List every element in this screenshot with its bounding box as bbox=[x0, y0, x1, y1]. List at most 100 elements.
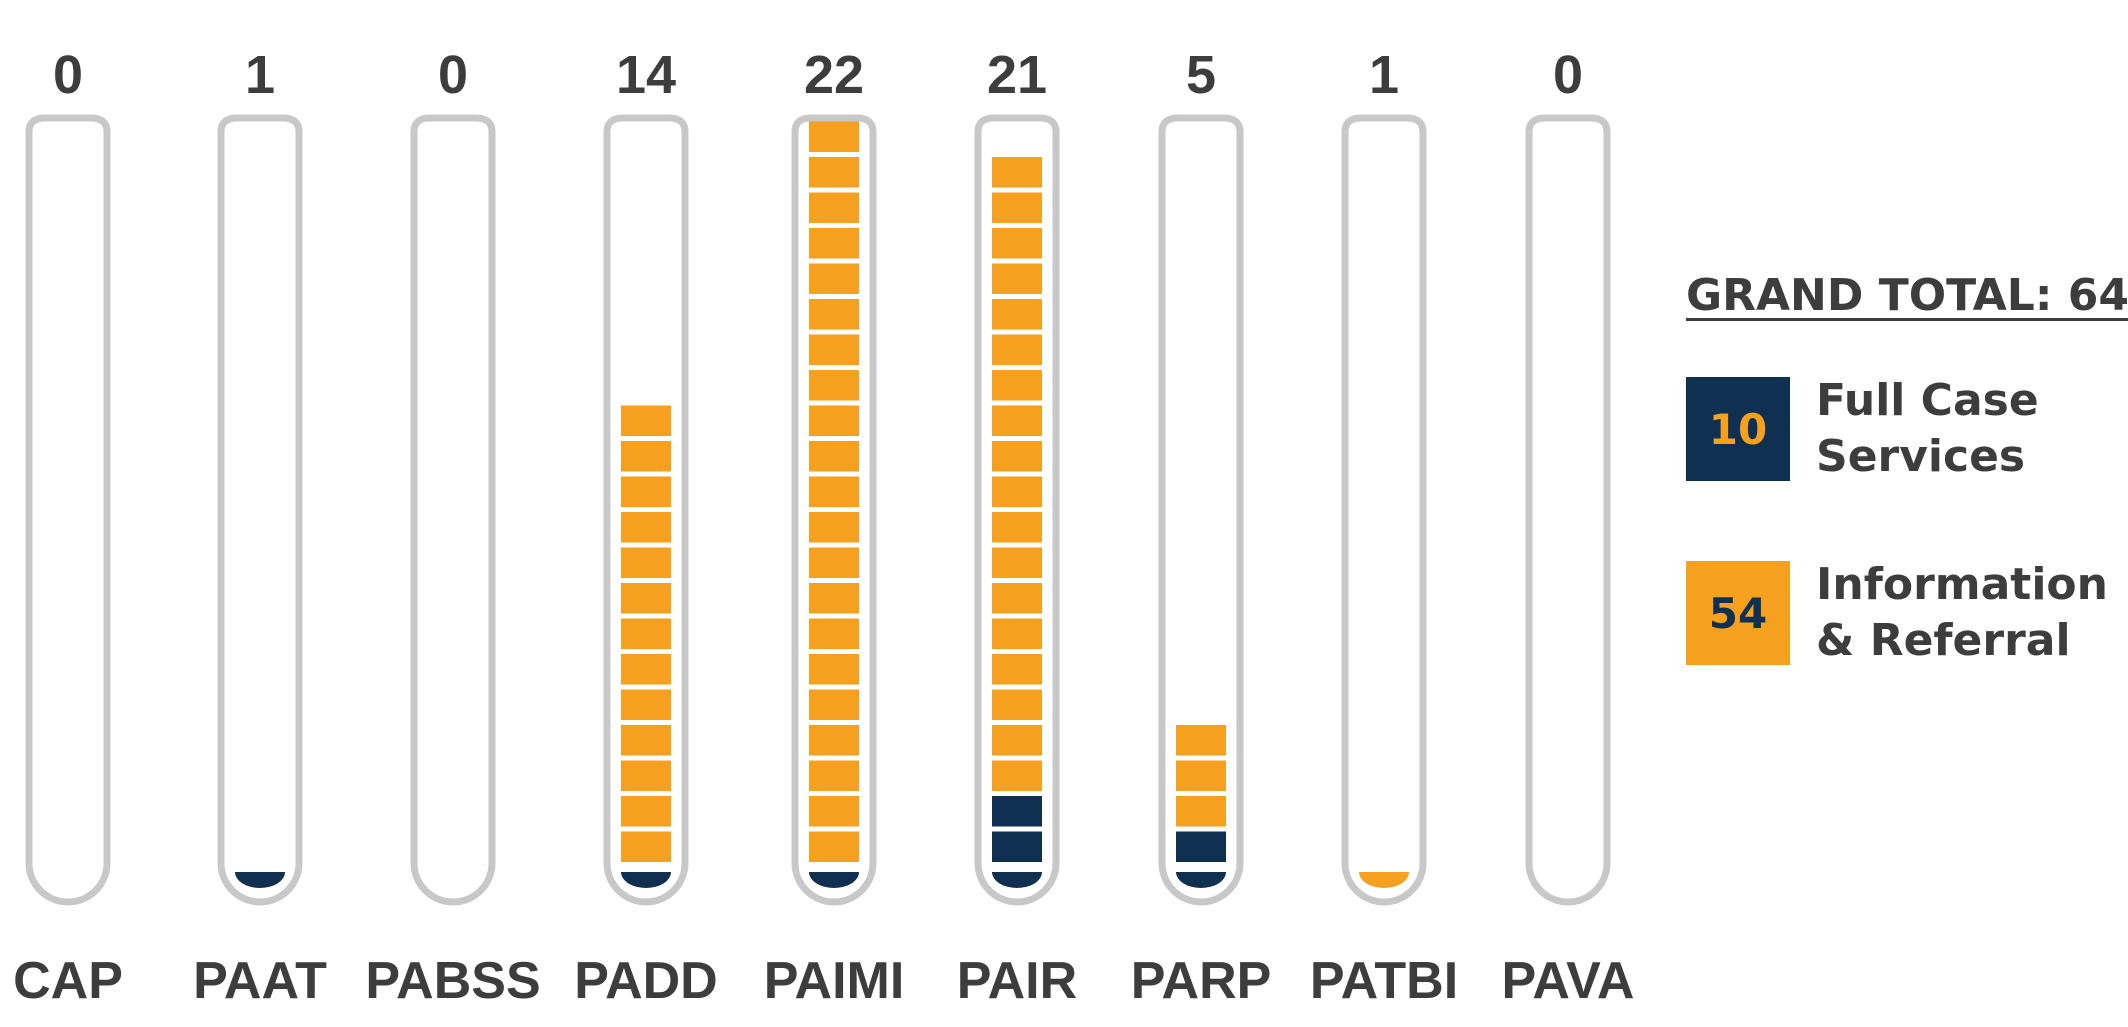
legend-label-line: Services bbox=[1816, 431, 2026, 482]
segment-pair-information-referral bbox=[992, 512, 1042, 543]
grand-total-label: GRAND TOTAL: 64 bbox=[1686, 270, 2128, 321]
category-label-parp: PARP bbox=[1131, 952, 1272, 1010]
segment-padd-information-referral bbox=[621, 725, 671, 756]
segment-pair-full-case-services bbox=[992, 872, 1042, 888]
segment-pair-information-referral bbox=[992, 654, 1042, 685]
segment-pair-full-case-services bbox=[992, 831, 1042, 862]
tube-cap bbox=[25, 114, 111, 906]
segment-pair-information-referral bbox=[992, 157, 1042, 188]
segment-paimi-information-referral bbox=[809, 689, 859, 720]
labels-layer: 0 CAP 1 PAAT 0 PABSS 14 PADD 22 PAIMI 21 PAIR 5 PARP 1… bbox=[13, 45, 1634, 1010]
tube-patbi bbox=[1341, 114, 1427, 906]
legend-label-line: Information bbox=[1816, 559, 2108, 610]
total-label-parp: 5 bbox=[1186, 45, 1216, 105]
legend-label-full-case: Full Case Services bbox=[1816, 373, 2116, 485]
segment-paimi-information-referral bbox=[809, 405, 859, 436]
segment-parp-full-case-services bbox=[1176, 831, 1226, 862]
total-label-paimi: 22 bbox=[804, 45, 864, 105]
legend-item-information-referral: 54 Information & Referral bbox=[1686, 557, 2116, 669]
segment-parp-full-case-services bbox=[1176, 872, 1226, 888]
segment-paimi-information-referral bbox=[809, 299, 859, 330]
tube-parp bbox=[1158, 114, 1244, 906]
segment-padd-information-referral bbox=[621, 583, 671, 614]
legend-swatch-full-case: 10 bbox=[1686, 377, 1790, 481]
segment-parp-information-referral bbox=[1176, 760, 1226, 791]
segment-pair-full-case-services bbox=[992, 796, 1042, 827]
segment-pair-information-referral bbox=[992, 547, 1042, 578]
segment-padd-information-referral bbox=[621, 654, 671, 685]
segment-padd-information-referral bbox=[621, 689, 671, 720]
segment-padd-information-referral bbox=[621, 476, 671, 507]
segment-paimi-information-referral bbox=[809, 476, 859, 507]
segment-paimi-information-referral bbox=[809, 157, 859, 188]
legend: GRAND TOTAL: 64 10 Full Case Services 54… bbox=[1686, 270, 2128, 669]
segment-paimi-information-referral bbox=[809, 334, 859, 365]
segment-paimi-information-referral bbox=[809, 547, 859, 578]
segment-padd-information-referral bbox=[621, 796, 671, 827]
segment-pair-information-referral bbox=[992, 299, 1042, 330]
fills-layer bbox=[235, 121, 1409, 888]
segment-padd-information-referral bbox=[621, 441, 671, 472]
category-label-patbi: PATBI bbox=[1310, 952, 1458, 1010]
legend-item-full-case-services: 10 Full Case Services bbox=[1686, 373, 2116, 485]
segment-paimi-information-referral bbox=[809, 654, 859, 685]
legend-swatch-information-referral: 54 bbox=[1686, 561, 1790, 665]
segment-paimi-information-referral bbox=[809, 441, 859, 472]
segment-parp-information-referral bbox=[1176, 725, 1226, 756]
segment-paat-full-case-services bbox=[235, 872, 285, 888]
segment-paimi-information-referral bbox=[809, 370, 859, 401]
category-label-paimi: PAIMI bbox=[764, 952, 905, 1010]
segment-padd-information-referral bbox=[621, 831, 671, 862]
segment-padd-information-referral bbox=[621, 512, 671, 543]
segment-patbi-information-referral bbox=[1359, 872, 1409, 888]
segment-paimi-full-case-services bbox=[809, 872, 859, 888]
segment-paimi-information-referral bbox=[809, 512, 859, 543]
segment-pair-information-referral bbox=[992, 405, 1042, 436]
category-label-pabss: PABSS bbox=[365, 952, 540, 1010]
segment-pair-information-referral bbox=[992, 263, 1042, 294]
segment-padd-information-referral bbox=[621, 547, 671, 578]
tube-pava bbox=[1525, 114, 1611, 906]
total-label-patbi: 1 bbox=[1369, 45, 1399, 105]
legend-label-line: Full Case bbox=[1816, 375, 2039, 426]
total-label-cap: 0 bbox=[53, 45, 83, 105]
segment-paimi-information-referral bbox=[809, 760, 859, 791]
segment-pair-information-referral bbox=[992, 725, 1042, 756]
total-label-pabss: 0 bbox=[438, 45, 468, 105]
legend-label-line: & Referral bbox=[1816, 615, 2071, 666]
segment-pair-information-referral bbox=[992, 689, 1042, 720]
segment-pair-information-referral bbox=[992, 370, 1042, 401]
segment-pair-information-referral bbox=[992, 228, 1042, 259]
segment-parp-information-referral bbox=[1176, 796, 1226, 827]
segment-pair-information-referral bbox=[992, 618, 1042, 649]
total-label-paat: 1 bbox=[245, 45, 275, 105]
tube-paat bbox=[217, 114, 303, 906]
segment-paimi-information-referral bbox=[809, 121, 859, 152]
segment-padd-information-referral bbox=[621, 760, 671, 791]
total-label-pava: 0 bbox=[1553, 45, 1583, 105]
segment-paimi-information-referral bbox=[809, 796, 859, 827]
segment-paimi-information-referral bbox=[809, 725, 859, 756]
total-label-padd: 14 bbox=[616, 45, 676, 105]
category-label-padd: PADD bbox=[574, 952, 717, 1010]
segment-pair-information-referral bbox=[992, 760, 1042, 791]
segment-padd-full-case-services bbox=[621, 872, 671, 888]
segment-pair-information-referral bbox=[992, 583, 1042, 614]
segment-paimi-information-referral bbox=[809, 263, 859, 294]
segment-pair-information-referral bbox=[992, 441, 1042, 472]
segment-paimi-information-referral bbox=[809, 831, 859, 862]
segment-paimi-information-referral bbox=[809, 618, 859, 649]
segment-pair-information-referral bbox=[992, 192, 1042, 223]
segment-pair-information-referral bbox=[992, 476, 1042, 507]
segment-paimi-information-referral bbox=[809, 228, 859, 259]
segment-pair-information-referral bbox=[992, 334, 1042, 365]
segment-padd-information-referral bbox=[621, 405, 671, 436]
category-label-cap: CAP bbox=[13, 952, 123, 1010]
tube-pabss bbox=[410, 114, 496, 906]
category-label-paat: PAAT bbox=[193, 952, 327, 1010]
total-label-pair: 21 bbox=[987, 45, 1047, 105]
segment-paimi-information-referral bbox=[809, 192, 859, 223]
legend-label-information-referral: Information & Referral bbox=[1816, 557, 2116, 669]
category-label-pava: PAVA bbox=[1502, 952, 1635, 1010]
